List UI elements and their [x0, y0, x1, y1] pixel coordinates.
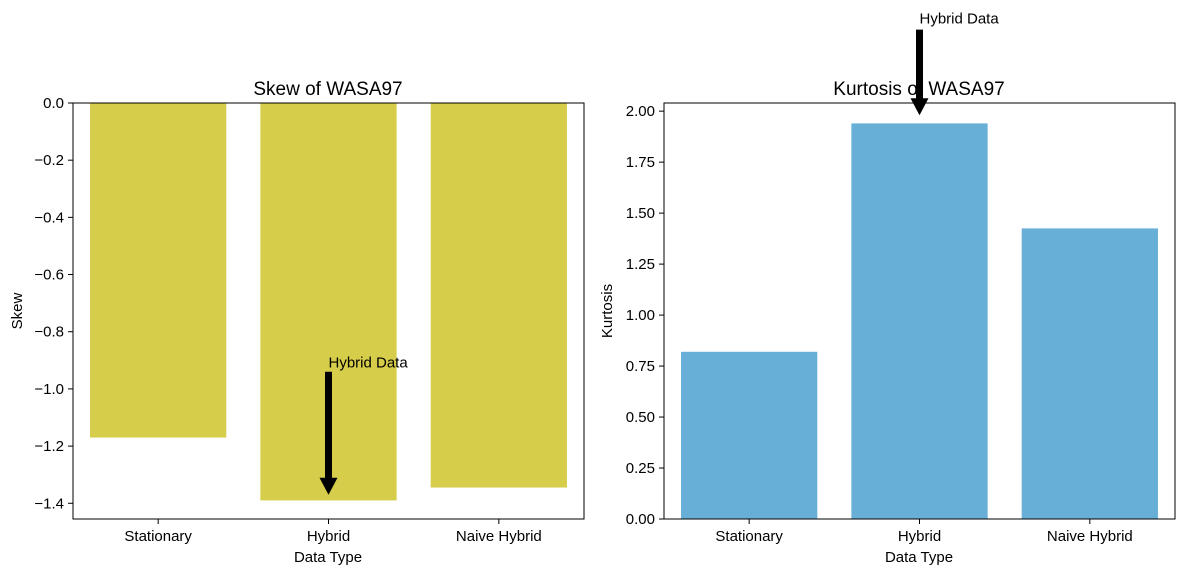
skew-chart-panel: Skew of WASA97 Data Type Skew 0.0 −0.2 −0.… [9, 79, 585, 566]
kurtosis-bar-hybrid [851, 123, 988, 520]
skew-bar-naive-hybrid [430, 103, 567, 488]
kurtosis-bar-naive-hybrid [1021, 228, 1158, 520]
kurtosis-y-tick-label: 0.00 [626, 511, 655, 528]
skew-chart-title: Skew of WASA97 [253, 79, 402, 100]
skew-annotation-text: Hybrid Data [329, 354, 409, 371]
kurtosis-x-tick-label: Naive Hybrid [1047, 528, 1133, 545]
kurtosis-y-tick-label: 1.00 [626, 307, 655, 324]
skew-annotation-arrow [319, 371, 338, 495]
kurtosis-y-tick-label: 1.50 [626, 205, 655, 222]
kurtosis-y-tick-label: 1.75 [626, 154, 655, 171]
skew-y-tick-label: −0.6 [34, 267, 64, 284]
skew-x-tick-label: Stationary [124, 528, 192, 545]
skew-y-axis-label: Skew [9, 292, 26, 329]
kurtosis-chart-panel: Kurtosis of WASA97 Data Type Kurtosis 0.… [599, 10, 1176, 566]
skew-y-tick-label: 0.0 [43, 95, 64, 112]
kurtosis-x-tick-label: Stationary [715, 528, 783, 545]
skew-y-tick-label: −1.4 [34, 495, 64, 512]
skew-y-tick-label: −0.2 [34, 152, 64, 169]
skew-x-axis-label: Data Type [294, 549, 362, 566]
kurtosis-y-tick-label: 0.75 [626, 358, 655, 375]
skew-y-tick-label: −0.4 [34, 209, 64, 226]
kurtosis-annotation-arrow [910, 29, 929, 116]
kurtosis-bar-stationary [681, 351, 818, 519]
skew-x-tick-label: Naive Hybrid [456, 528, 542, 545]
kurtosis-y-tick-label: 0.50 [626, 409, 655, 426]
kurtosis-annotation-text: Hybrid Data [920, 10, 1000, 27]
skew-bar-stationary [90, 103, 227, 438]
skew-x-tick-label: Hybrid [307, 528, 350, 545]
kurtosis-x-axis-label: Data Type [885, 549, 953, 566]
skew-y-tick-label: −0.8 [34, 324, 64, 341]
kurtosis-y-tick-label: 1.25 [626, 256, 655, 273]
skew-y-tick-label: −1.0 [34, 381, 64, 398]
kurtosis-y-tick-label: 0.25 [626, 460, 655, 477]
kurtosis-y-axis-label: Kurtosis [599, 284, 616, 338]
skew-y-tick-label: −1.2 [34, 438, 64, 455]
kurtosis-x-tick-label: Hybrid [898, 528, 941, 545]
kurtosis-y-tick-label: 2.00 [626, 103, 655, 120]
